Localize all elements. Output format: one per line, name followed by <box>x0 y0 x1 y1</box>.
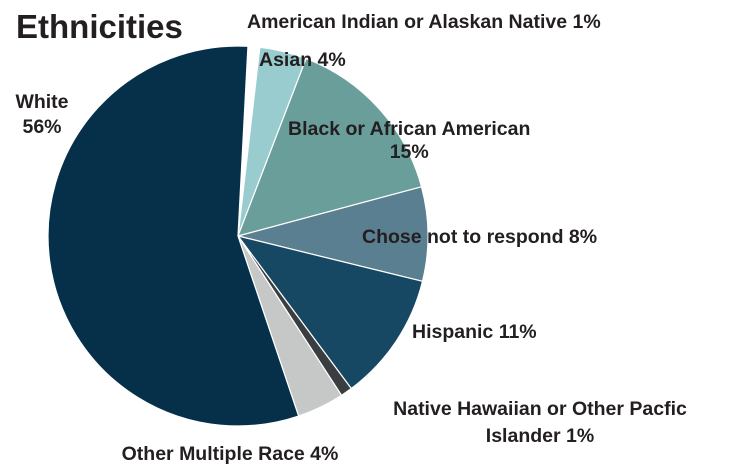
slice-label-asian-4: Asian 4% <box>259 49 346 71</box>
slice-label-line: Asian 4% <box>259 49 346 71</box>
slice-label-other-multiple-race-4: Other Multiple Race 4% <box>122 443 339 465</box>
slice-labels: American Indian or Alaskan Native 1% Asia… <box>15 11 687 465</box>
slice-label-line: Hispanic 11% <box>412 321 537 343</box>
pie-slice-hispanic-11 <box>236 235 424 390</box>
slice-label-line: 56% <box>22 116 61 138</box>
slice-label-chose-not-to-respond-8: Chose not to respond 8% <box>362 226 597 248</box>
pie-slice-black-or-african-american-15 <box>237 57 423 237</box>
slice-label-line: Islander 1% <box>486 425 594 447</box>
pie-slice-white-56 <box>47 45 300 427</box>
slice-label-line: Native Hawaiian or Other Pacfic <box>393 398 687 420</box>
slice-label-line: White <box>15 91 68 113</box>
slice-label-hispanic-11: Hispanic 11% <box>412 321 537 343</box>
slice-label-native-hawaiian-or-other-pacfic-islander-1: Native Hawaiian or Other Pacfic Islander … <box>393 398 687 447</box>
slice-label-line: Other Multiple Race 4% <box>122 443 339 465</box>
slice-label-line: Black or African American <box>288 118 530 140</box>
slice-label-black-or-african-american-15: Black or African American 15% <box>288 118 530 163</box>
chart-title: Ethnicities <box>16 8 183 45</box>
slice-label-american-indian-or-alaskan-native-1: American Indian or Alaskan Native 1% <box>247 11 601 33</box>
pie-slices <box>47 45 429 427</box>
slice-label-line: Chose not to respond 8% <box>362 226 597 248</box>
slice-label-white-56: White 56% <box>15 91 68 138</box>
slice-label-line: American Indian or Alaskan Native 1% <box>247 11 601 33</box>
pie-slice-chose-not-to-respond-8 <box>237 186 429 283</box>
slice-label-line: 15% <box>390 141 429 163</box>
